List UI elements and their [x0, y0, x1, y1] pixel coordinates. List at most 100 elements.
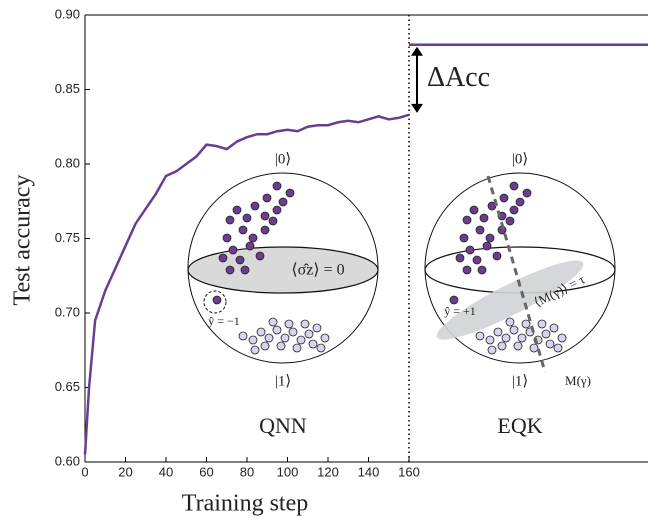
data-point [285, 188, 295, 198]
ket0: |0⟩ [275, 151, 291, 167]
data-point [268, 216, 278, 226]
data-point [449, 295, 459, 305]
data-point [238, 225, 248, 235]
data-point [272, 325, 282, 335]
data-point [459, 233, 469, 243]
x-axis-label: Training step [182, 491, 308, 517]
data-point [235, 255, 245, 265]
y-tick-label: 0.90 [55, 6, 80, 21]
inset-label: QNN [259, 413, 307, 438]
data-point [505, 317, 515, 327]
data-point [238, 331, 248, 341]
data-point [485, 233, 495, 243]
data-point [320, 333, 330, 343]
data-point [260, 341, 270, 351]
data-point [557, 333, 567, 343]
data-point [218, 253, 228, 263]
data-point [284, 319, 294, 329]
data-point [517, 333, 527, 343]
data-point [225, 265, 235, 275]
data-point [276, 341, 286, 351]
data-point [541, 329, 551, 339]
data-point [485, 335, 495, 345]
y-tick-label: 0.85 [55, 81, 80, 96]
x-tick-label: 60 [199, 464, 213, 479]
yhat: ŷ = −1 [208, 314, 240, 328]
data-point [250, 201, 260, 211]
data-point [475, 331, 485, 341]
eqk-inset: |0⟩ |1⟩ ⟨M(γ)⟩ = τ ŷ = +1 M(γ) EQK [424, 151, 616, 438]
data-point [272, 205, 282, 215]
data-point [465, 245, 475, 255]
data-point [455, 253, 465, 263]
highlight-circle [203, 290, 227, 314]
data-point [272, 181, 282, 191]
data-point [537, 319, 547, 329]
data-point [477, 265, 487, 275]
data-point [479, 213, 489, 223]
x-tick-label: 140 [358, 464, 380, 479]
data-point [482, 241, 492, 251]
data-point [509, 205, 519, 215]
y-tick-label: 0.75 [55, 230, 80, 245]
arrow-head [411, 46, 423, 56]
data-point [300, 319, 310, 329]
data-point [255, 251, 265, 261]
x-tick-label: 40 [159, 464, 173, 479]
data-point [487, 345, 497, 355]
data-point [472, 255, 482, 265]
data-point [492, 251, 502, 261]
data-point [262, 193, 272, 203]
data-point [256, 327, 266, 337]
data-point [513, 341, 523, 351]
data-point [462, 265, 472, 275]
data-point [553, 343, 563, 353]
data-point [515, 197, 525, 207]
x-tick-label: 100 [277, 464, 299, 479]
measurement-plane [436, 260, 584, 340]
data-point [250, 345, 260, 355]
y-tick-label: 0.70 [55, 304, 80, 319]
data-point [245, 241, 255, 251]
y-tick-label: 0.60 [55, 453, 80, 468]
qnn-inset: |0⟩ |1⟩ ⟨σ̂z⟩ = 0 ŷ = −1 QNN [187, 151, 379, 438]
data-point [304, 329, 314, 339]
data-point [242, 213, 252, 223]
data-point [493, 327, 503, 337]
delta-label: ΔAcc [427, 62, 490, 93]
x-tick-label: 120 [317, 464, 339, 479]
x-tick-label: 160 [398, 464, 420, 479]
data-point [260, 225, 270, 235]
observable: ⟨σ̂z⟩ = 0 [291, 262, 344, 279]
x-tick-label: 80 [240, 464, 254, 479]
data-point [296, 335, 306, 345]
y-axis-label: Test accuracy [10, 175, 36, 306]
data-point [264, 333, 274, 343]
data-point [248, 233, 258, 243]
measurement-axis [486, 175, 547, 373]
data-point [487, 201, 497, 211]
measurement-label: M(γ) [565, 373, 591, 388]
y-tick-label: 0.80 [55, 155, 80, 170]
data-point [278, 197, 288, 207]
data-point [260, 211, 270, 221]
data-point [292, 343, 302, 353]
data-point [288, 327, 298, 337]
data-point [475, 225, 485, 235]
x-tick-label: 0 [81, 464, 88, 479]
y-tick-label: 0.65 [55, 379, 80, 394]
data-point [469, 205, 479, 215]
x-tick-label: 20 [118, 464, 132, 479]
data-point [240, 265, 250, 275]
data-point [521, 319, 531, 329]
arrow-head [411, 103, 423, 113]
inset-label: EQK [497, 413, 542, 438]
data-point [228, 245, 238, 255]
data-point [222, 233, 232, 243]
data-point [308, 339, 318, 349]
ket1: |1⟩ [275, 373, 291, 389]
data-point [316, 343, 326, 353]
data-point [522, 188, 532, 198]
data-point [248, 335, 258, 345]
data-point [212, 295, 222, 305]
